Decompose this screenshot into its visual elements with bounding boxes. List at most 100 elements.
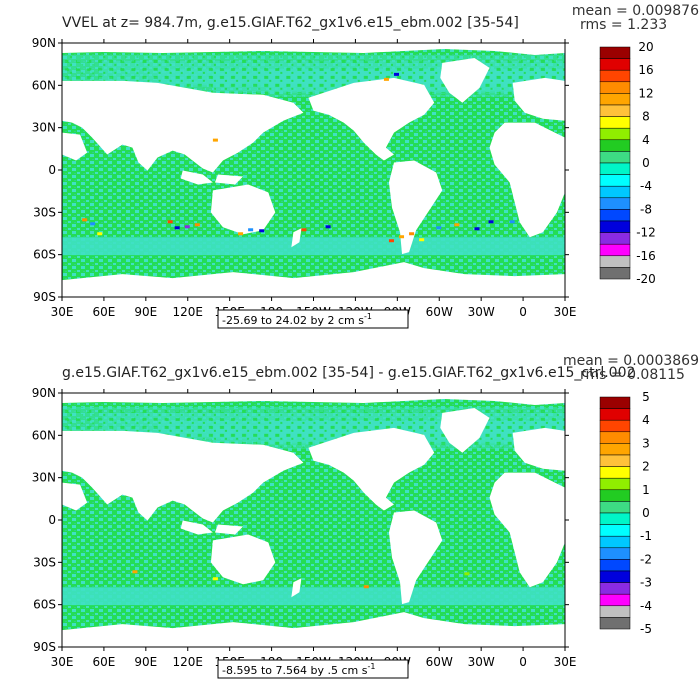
lon-label: 90E bbox=[134, 655, 157, 669]
lat-label: 30N bbox=[32, 471, 56, 485]
colorbar-cell bbox=[599, 197, 631, 210]
lat-label: 90S bbox=[33, 640, 56, 654]
rms-label: rms = 1.233 bbox=[580, 17, 667, 33]
lat-label: 60S bbox=[33, 248, 56, 262]
colorbar-cell bbox=[599, 267, 631, 280]
lon-label: 60W bbox=[426, 305, 453, 319]
lon-label: 120E bbox=[173, 305, 204, 319]
lon-label: 30E bbox=[51, 655, 74, 669]
colorbar-label: -4 bbox=[640, 599, 652, 613]
colorbar-cell bbox=[599, 69, 631, 83]
colorbar-label: -12 bbox=[636, 226, 656, 240]
hotspot-cell bbox=[238, 232, 244, 236]
lon-label: 30E bbox=[554, 655, 577, 669]
colorbar-cell bbox=[599, 477, 631, 491]
colorbar-cell bbox=[599, 419, 631, 433]
lon-label: 60W bbox=[426, 655, 453, 669]
colorbar-cell bbox=[599, 46, 631, 59]
hotspot-cell bbox=[474, 227, 480, 231]
hotspot-cell bbox=[97, 232, 103, 236]
lon-label: 0 bbox=[519, 305, 527, 319]
colorbar-cell bbox=[599, 139, 631, 152]
colorbar-label: 16 bbox=[638, 63, 653, 77]
colorbar-label: -20 bbox=[636, 272, 656, 286]
hotspot-cell bbox=[464, 572, 470, 576]
colorbar-label: -2 bbox=[640, 552, 652, 566]
colorbar-cell bbox=[599, 93, 631, 106]
colorbar-cell bbox=[599, 127, 631, 141]
colorbar-label: 4 bbox=[642, 133, 650, 147]
contour-range-box: -25.69 to 24.02 by 2 cm s-1 bbox=[217, 309, 409, 329]
colorbar-label: -5 bbox=[640, 622, 652, 636]
lon-label: 60E bbox=[92, 655, 115, 669]
colorbar-label: 5 bbox=[642, 390, 650, 404]
panel-title: g.e15.GIAF.T62_gx1v6.e15_ebm.002 [35-54]… bbox=[62, 365, 635, 381]
hotspot-cell bbox=[248, 228, 254, 232]
lat-label: 60S bbox=[33, 598, 56, 612]
colorbar-cell bbox=[599, 104, 631, 117]
range-exponent: -1 bbox=[367, 662, 375, 671]
hotspot-cell bbox=[436, 226, 442, 230]
lon-label: 120E bbox=[173, 655, 204, 669]
lat-label: 30S bbox=[33, 555, 56, 569]
colorbar-cell bbox=[599, 209, 631, 222]
rms-label: rms = 0.08115 bbox=[580, 367, 685, 383]
colorbar-cell bbox=[599, 582, 631, 595]
colorbar-cell bbox=[599, 255, 631, 268]
colorbar-label: 3 bbox=[642, 436, 650, 450]
lon-label: 30W bbox=[468, 655, 495, 669]
hotspot-cell bbox=[132, 570, 138, 574]
hotspot-cell bbox=[259, 229, 265, 233]
colorbar-cell bbox=[599, 185, 631, 199]
hotspot-cell bbox=[301, 228, 307, 232]
map-panel-1: VVEL at z= 984.7m, g.e15.GIAF.T62_gx1v6.… bbox=[32, 3, 699, 329]
colorbar-label: 8 bbox=[642, 110, 650, 124]
lon-label: 30W bbox=[468, 305, 495, 319]
colorbar-cell bbox=[599, 535, 631, 549]
colorbar-label: 0 bbox=[642, 506, 650, 520]
colorbar-cell bbox=[599, 443, 631, 456]
colorbar-cell bbox=[599, 151, 631, 164]
hotspot-cell bbox=[212, 577, 218, 581]
colorbar-cell bbox=[599, 162, 631, 175]
colorbar-cell bbox=[599, 466, 631, 479]
colorbar-label: -1 bbox=[640, 529, 652, 543]
hotspot-cell bbox=[363, 585, 369, 589]
panel-title: VVEL at z= 984.7m, g.e15.GIAF.T62_gx1v6.… bbox=[62, 15, 519, 31]
range-exponent: -1 bbox=[364, 312, 372, 321]
mean-label: mean = 0.0003869 bbox=[563, 353, 699, 369]
lon-label: 90E bbox=[134, 305, 157, 319]
colorbar-cell bbox=[599, 501, 631, 514]
colorbar-label: 0 bbox=[642, 156, 650, 170]
lat-label: 0 bbox=[48, 163, 56, 177]
hotspot-cell bbox=[419, 238, 425, 242]
colorbar-cell bbox=[599, 243, 631, 257]
colorbar-label: -4 bbox=[640, 179, 652, 193]
colorbar-cell bbox=[599, 396, 631, 409]
lat-label: 90N bbox=[32, 386, 56, 400]
hotspot-cell bbox=[90, 222, 96, 226]
hotspot-cell bbox=[488, 220, 494, 224]
lon-label: 30E bbox=[51, 305, 74, 319]
colorbar-cell bbox=[599, 174, 631, 187]
hotspot-cell bbox=[454, 223, 460, 227]
lat-label: 60N bbox=[32, 78, 56, 92]
colorbar-label: -8 bbox=[640, 202, 652, 216]
colorbar-cell bbox=[599, 81, 631, 94]
colorbar-cell bbox=[599, 617, 631, 630]
map-area bbox=[62, 43, 565, 297]
hotspot-cell bbox=[82, 218, 88, 222]
colorbar-cell bbox=[599, 454, 631, 467]
colorbar-label: 12 bbox=[638, 86, 653, 100]
colorbar-cell bbox=[599, 431, 631, 444]
colorbar: 20 16 12 8 4 0 -4 -8 -12 -16 -20 bbox=[599, 40, 656, 286]
hotspots bbox=[132, 570, 470, 589]
lat-label: 0 bbox=[48, 513, 56, 527]
hotspot-cell bbox=[167, 220, 173, 224]
range-frame bbox=[217, 659, 409, 679]
lon-label: 30E bbox=[554, 305, 577, 319]
lat-label: 30S bbox=[33, 205, 56, 219]
hotspot-cell bbox=[409, 232, 415, 236]
colorbar-cell bbox=[599, 512, 631, 525]
